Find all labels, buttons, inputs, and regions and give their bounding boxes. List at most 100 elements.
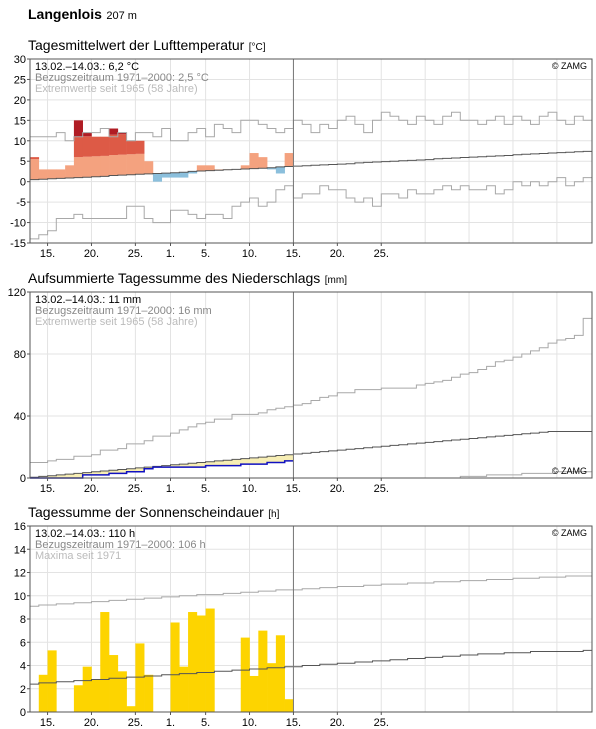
precipitation-deficit [240,458,250,465]
sunshine-y-tick-label: 6 [20,637,26,649]
sunshine-bar [82,666,92,712]
temperature-bar [179,172,189,178]
temperature-max-line [30,111,592,142]
sunshine-bar [144,674,154,712]
precipitation-deficit [135,467,145,472]
sunshine-bar [109,655,119,712]
temperature-bar [126,154,136,175]
precipitation-deficit [65,474,75,478]
temperature-bar [188,171,198,174]
temperature-bar [82,132,92,137]
precipitation-x-tick-label: 15. [286,483,301,495]
precipitation-x-tick-label: 5. [201,483,210,495]
sunshine-bar [284,699,294,712]
precipitation-deficit [205,461,215,466]
precipitation-deficit [126,468,136,472]
precipitation-deficit [179,464,189,468]
temperature-bar [73,157,83,178]
temperature-bar [170,172,180,178]
precipitation-max-line [30,317,592,463]
temperature-chart: 30 25 20 15 10 5 0 -5 -10 -15 15. 20. 25. 1. 5. 10. 15. 2… [10,54,593,260]
sunshine-bar [267,663,277,712]
temperature-bar [56,169,66,179]
sunshine-normal-line [30,649,592,685]
temperature-info-extremes: Extremwerte seit 1965 (58 Jahre) [35,83,198,95]
sunshine-x-tick-label: 10. [242,717,257,729]
precipitation-deficit [91,471,101,475]
precipitation-info-reference: Bezugszeitraum 1971–2000: 16 mm [35,305,212,317]
temperature-x-tick-label: 5. [201,248,210,260]
precipitation-info-extremes: Extremwerte seit 1965 (58 Jahre) [35,316,198,328]
temperature-y-tick-label: 30 [14,54,26,66]
temperature-bar [82,156,92,178]
temperature-bar [91,156,101,177]
temperature-bar [205,165,215,171]
precipitation-deficit [109,470,119,474]
temperature-unit: [°C] [248,42,266,53]
sunshine-bar [275,635,285,712]
precipitation-deficit [47,475,57,478]
precipitation-deficit [117,469,127,474]
precipitation-deficit [258,457,268,465]
precipitation-unit: [mm] [324,275,347,286]
sunshine-info-extremes: Maxima seit 1971 [35,550,121,562]
sunshine-bar [38,674,48,712]
sunshine-y-tick-label: 12 [14,568,26,580]
temperature-bar [109,155,119,176]
temperature-title: Tagesmittelwert der Lufttemperatur [°C] [28,37,266,55]
temperature-bar [135,140,145,154]
sunshine-info-period: 13.02.–14.03.: 110 h [35,528,135,540]
precipitation-info-period: 13.02.–14.03.: 11 mm [35,294,141,306]
temperature-y-tick-label: 0 [20,177,26,189]
temperature-y-tick-label: 20 [14,95,26,107]
temperature-bar [109,128,119,135]
precipitation-deficit [170,464,180,468]
temperature-bar [91,136,101,157]
temperature-bar [258,157,268,169]
sunshine-bar [188,612,198,712]
temperature-frame [29,58,593,244]
temperature-bar [117,134,127,155]
precipitation-deficit [56,474,66,478]
precipitation-y-tick-label: 120 [8,287,26,299]
temperature-bar [249,153,259,169]
temperature-bar [196,165,206,172]
sunshine-bar [240,637,250,712]
sunshine-bar [179,666,189,712]
precipitation-deficit [249,457,259,465]
temperature-y-tick-label: -15 [10,238,26,250]
sunshine-bar [170,622,180,712]
sunshine-y-tick-label: 10 [14,591,26,603]
temperature-y-tick-label: -10 [10,218,26,230]
temperature-bar [144,161,154,174]
sunshine-y-tick-label: 0 [20,707,26,719]
temperature-x-tick-label: 1. [166,248,175,260]
precipitation-deficit [284,454,294,461]
precipitation-x-tick-label: 1. [166,483,175,495]
station-header: Langenlois 207 m [28,6,137,24]
sunshine-y-tick-label: 2 [20,684,26,696]
precipitation-x-tick-label: 25. [128,483,143,495]
sunshine-bar [100,612,110,712]
sunshine-bar [205,608,215,712]
sunshine-x-tick-label: 15. [286,717,301,729]
temperature-bar [38,169,48,180]
temperature-normal-line [30,150,592,181]
sunshine-title-text: Tagessumme der Sonnenscheindauer [28,504,264,520]
sunshine-bar [117,671,127,712]
temperature-x-tick-label: 10. [242,248,257,260]
sunshine-title: Tagessumme der Sonnenscheindauer [h] [28,504,279,522]
precipitation-x-tick-label: 10. [242,483,257,495]
temperature-y-tick-label: 10 [14,136,26,148]
precipitation-normal-line [30,431,592,478]
sunshine-x-tick-label: 25. [374,717,389,729]
sunshine-copyright: © ZAMG [552,528,587,538]
temperature-bar [152,173,163,182]
precipitation-deficit [100,471,110,475]
precipitation-observed-line [30,460,294,479]
sunshine-unit: [h] [268,509,280,520]
sunshine-info-reference: Bezugszeitraum 1971–2000: 106 h [35,539,206,551]
sunshine-max-line [30,575,592,607]
temperature-x-tick-label: 20. [84,248,99,260]
